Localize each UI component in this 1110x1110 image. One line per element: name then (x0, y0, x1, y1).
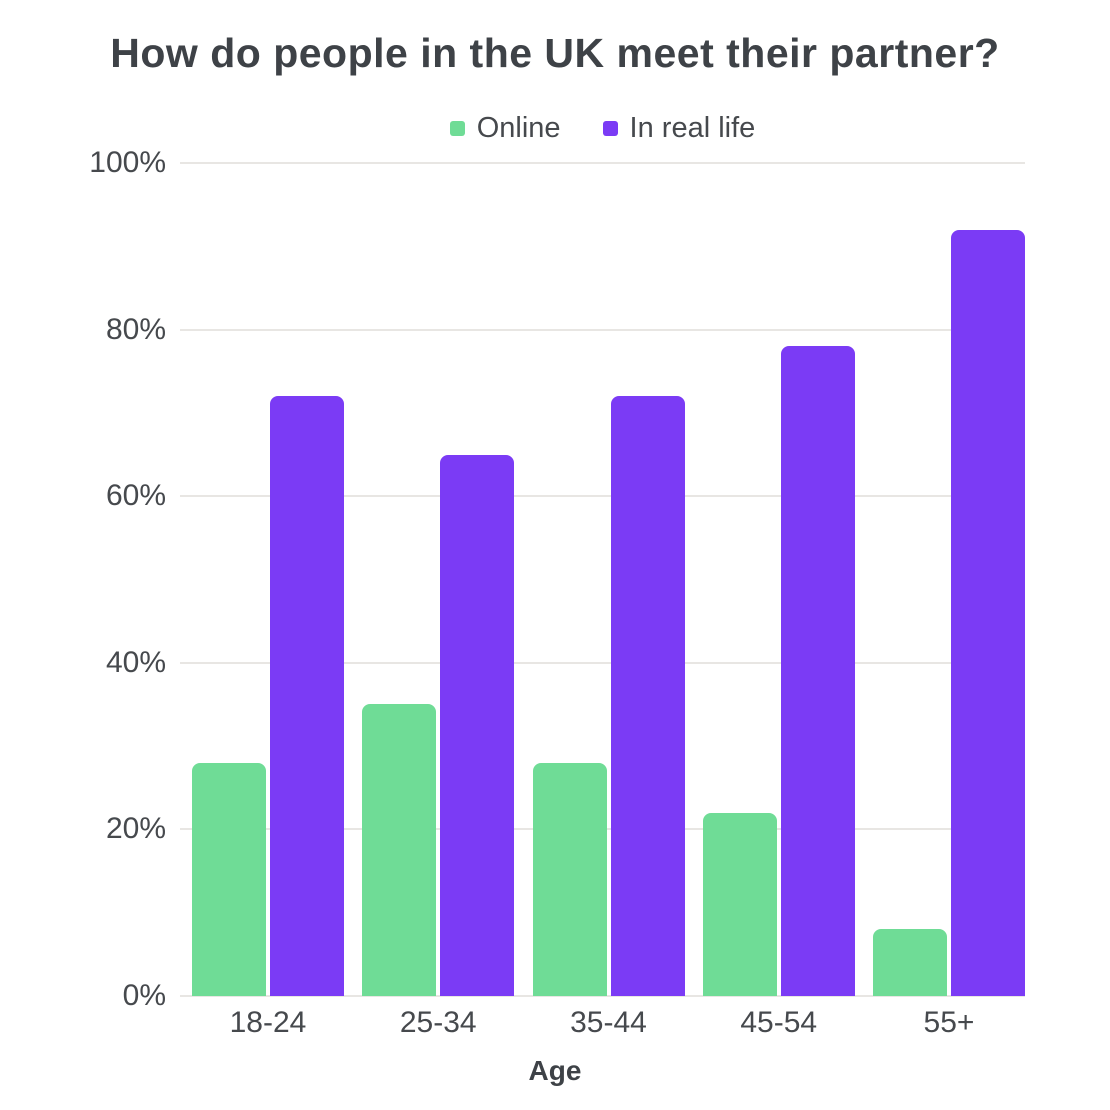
legend-marker-online (449, 121, 465, 136)
plot-area: 0% 20% 40% 60% 80% 100% (89, 146, 1025, 1012)
gridline-100 (180, 162, 1025, 164)
gridline-80 (180, 328, 1025, 331)
bar-online-25-34 (362, 704, 437, 996)
legend: Online In real life (180, 112, 1025, 145)
bar-group-25-34 (362, 163, 515, 996)
bar-in-real-life-55+ (951, 229, 1025, 996)
bar-group-45-54 (702, 163, 855, 996)
y-tick-label-80: 80% (105, 312, 166, 346)
x-tick-label-18-24: 18-24 (229, 1006, 307, 1039)
y-tick-label-100: 100% (89, 146, 166, 179)
gridline-40 (180, 661, 1025, 664)
bar-online-35-44 (532, 762, 607, 996)
legend-label-online: Online (476, 112, 561, 144)
legend-item-in-real-life: In real life (602, 112, 756, 145)
bar-in-real-life-35-44 (610, 396, 685, 996)
legend-marker-in-real-life (602, 121, 618, 136)
y-tick-label-20: 20% (105, 812, 166, 846)
bar-in-real-life-45-54 (780, 346, 855, 996)
bar-group-35-44 (532, 163, 685, 996)
bar-groups (180, 163, 1025, 996)
bar-group-18-24 (192, 163, 344, 996)
y-tick-label-60: 60% (105, 479, 166, 513)
bar-in-real-life-25-34 (440, 454, 515, 996)
gridline-60 (180, 495, 1025, 498)
legend-label-in-real-life: In real life (629, 112, 756, 144)
bar-group-55+ (873, 163, 1025, 996)
bar-online-55+ (873, 929, 947, 996)
x-tick-label-55+: 55+ (923, 1006, 975, 1039)
x-tick-label-25-34: 25-34 (399, 1006, 477, 1039)
bar-online-45-54 (702, 812, 777, 996)
y-tick-label-0: 0% (122, 979, 166, 1012)
x-axis-ticks: 18-24 25-34 35-44 45-54 55+ (180, 1006, 1025, 1040)
gridline-0 (180, 995, 1025, 997)
legend-item-online: Online (449, 112, 561, 145)
bar-online-18-24 (192, 762, 266, 996)
y-tick-label-40: 40% (105, 645, 166, 679)
bar-in-real-life-18-24 (270, 396, 344, 996)
chart-title: How do people in the UK meet their partn… (110, 30, 1000, 76)
x-tick-label-35-44: 35-44 (570, 1006, 647, 1039)
x-axis-title: Age (528, 1055, 582, 1086)
x-tick-label-45-54: 45-54 (740, 1006, 818, 1039)
